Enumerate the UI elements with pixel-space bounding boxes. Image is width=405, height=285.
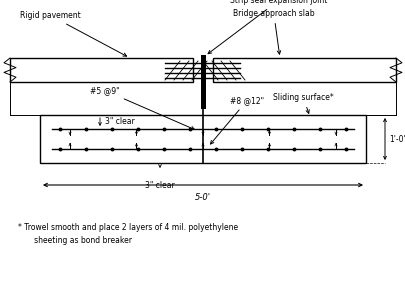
Text: * Trowel smooth and place 2 layers of 4 mil. polyethylene: * Trowel smooth and place 2 layers of 4 … <box>18 223 238 232</box>
Text: sheeting as bond breaker: sheeting as bond breaker <box>27 236 132 245</box>
Text: Bridge approach slab: Bridge approach slab <box>232 9 314 54</box>
Bar <box>200 55 205 109</box>
Text: Sliding surface*: Sliding surface* <box>272 93 333 113</box>
Text: #5 @9": #5 @9" <box>90 86 194 130</box>
Bar <box>10 58 192 82</box>
Text: 3" clear: 3" clear <box>145 181 174 190</box>
Text: 1'-0": 1'-0" <box>388 135 405 144</box>
Bar <box>40 115 365 163</box>
Text: Strip seal expansion joint: Strip seal expansion joint <box>208 0 326 54</box>
Bar <box>213 58 395 82</box>
Text: Rigid pavement: Rigid pavement <box>20 11 126 56</box>
Text: #8 @12": #8 @12" <box>210 96 264 144</box>
Text: 3" clear: 3" clear <box>105 117 134 127</box>
Text: 5-0': 5-0' <box>194 193 211 202</box>
